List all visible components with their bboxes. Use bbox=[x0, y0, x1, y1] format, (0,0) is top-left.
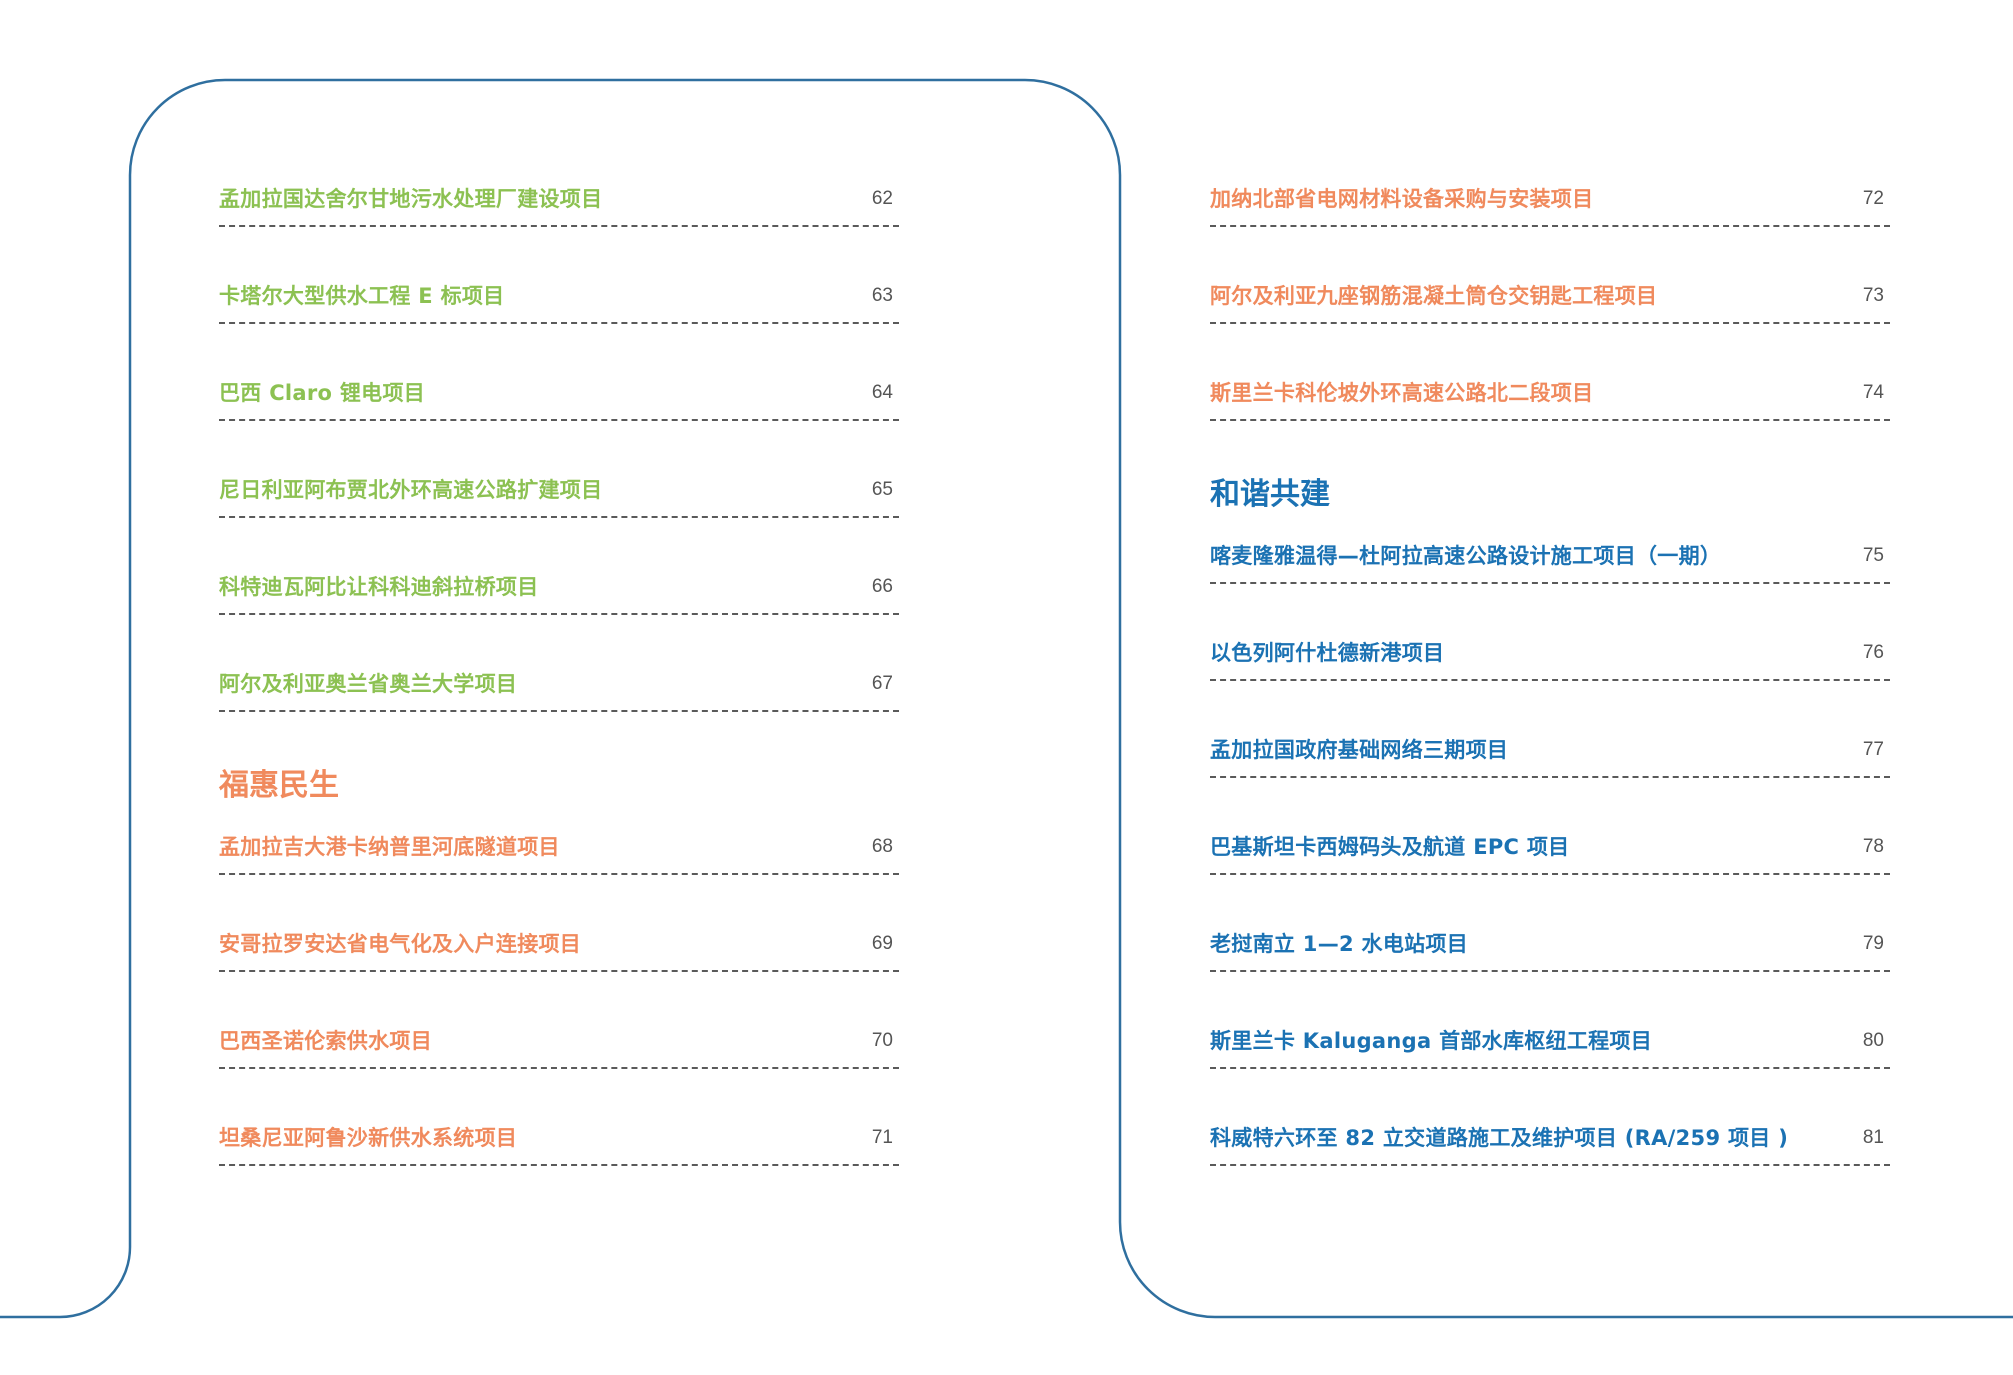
toc-entry-page: 79 bbox=[1862, 933, 1884, 954]
toc-entry-title: 加纳北部省电网材料设备采购与安装项目 bbox=[1210, 187, 1594, 211]
toc-entry-title: 孟加拉国政府基础网络三期项目 bbox=[1210, 738, 1509, 762]
toc-entry[interactable]: 巴基斯坦卡西姆码头及航道 EPC 项目 78 bbox=[1210, 835, 1890, 875]
toc-entry-title: 孟加拉吉大港卡纳普里河底隧道项目 bbox=[219, 835, 560, 859]
toc-entry-page: 77 bbox=[1862, 739, 1884, 760]
toc-entry-page: 73 bbox=[1862, 285, 1884, 306]
toc-entry[interactable]: 尼日利亚阿布贾北外环高速公路扩建项目 65 bbox=[219, 478, 899, 518]
toc-entry[interactable]: 老挝南立 1—2 水电站项目 79 bbox=[1210, 932, 1890, 972]
toc-entry-page: 63 bbox=[871, 285, 893, 306]
section-heading: 和谐共建 bbox=[1210, 477, 1330, 512]
toc-entry-page: 74 bbox=[1862, 382, 1884, 403]
toc-entry-title: 尼日利亚阿布贾北外环高速公路扩建项目 bbox=[219, 478, 603, 502]
toc-entry[interactable]: 科特迪瓦阿比让科科迪斜拉桥项目 66 bbox=[219, 575, 899, 615]
toc-entry[interactable]: 科威特六环至 82 立交道路施工及维护项目 (RA/259 项目 ) 81 bbox=[1210, 1126, 1890, 1166]
toc-entry-title: 巴西 Claro 锂电项目 bbox=[219, 381, 426, 405]
toc-entry[interactable]: 坦桑尼亚阿鲁沙新供水系统项目 71 bbox=[219, 1126, 899, 1166]
toc-entry-page: 75 bbox=[1862, 545, 1884, 566]
toc-entry[interactable]: 巴西圣诺伦索供水项目 70 bbox=[219, 1029, 899, 1069]
toc-entry-page: 80 bbox=[1862, 1030, 1884, 1051]
toc-entry-page: 71 bbox=[871, 1127, 893, 1148]
toc-entry-title: 喀麦隆雅温得—杜阿拉高速公路设计施工项目（一期） bbox=[1210, 544, 1722, 568]
toc-entry[interactable]: 阿尔及利亚九座钢筋混凝土筒仓交钥匙工程项目 73 bbox=[1210, 284, 1890, 324]
toc-entry[interactable]: 孟加拉国达舍尔甘地污水处理厂建设项目 62 bbox=[219, 187, 899, 227]
toc-entry-page: 62 bbox=[871, 188, 893, 209]
toc-entry[interactable]: 以色列阿什杜德新港项目 76 bbox=[1210, 641, 1890, 681]
toc-entry-page: 70 bbox=[871, 1030, 893, 1051]
toc-entry-title: 科威特六环至 82 立交道路施工及维护项目 (RA/259 项目 ) bbox=[1210, 1126, 1789, 1150]
toc-entry-title: 科特迪瓦阿比让科科迪斜拉桥项目 bbox=[219, 575, 539, 599]
toc-entry-title: 以色列阿什杜德新港项目 bbox=[1210, 641, 1445, 665]
toc-entry-title: 孟加拉国达舍尔甘地污水处理厂建设项目 bbox=[219, 187, 603, 211]
toc-entry-title: 斯里兰卡科伦坡外环高速公路北二段项目 bbox=[1210, 381, 1594, 405]
toc-entry-title: 斯里兰卡 Kaluganga 首部水库枢纽工程项目 bbox=[1210, 1029, 1653, 1053]
toc-entry-page: 78 bbox=[1862, 836, 1884, 857]
toc-entry-title: 巴西圣诺伦索供水项目 bbox=[219, 1029, 432, 1053]
toc-entry[interactable]: 斯里兰卡科伦坡外环高速公路北二段项目 74 bbox=[1210, 381, 1890, 421]
toc-entry[interactable]: 安哥拉罗安达省电气化及入户连接项目 69 bbox=[219, 932, 899, 972]
toc-entry[interactable]: 巴西 Claro 锂电项目 64 bbox=[219, 381, 899, 421]
toc-entry-page: 67 bbox=[871, 673, 893, 694]
toc-entry-title: 安哥拉罗安达省电气化及入户连接项目 bbox=[219, 932, 582, 956]
toc-entry[interactable]: 孟加拉吉大港卡纳普里河底隧道项目 68 bbox=[219, 835, 899, 875]
toc-entry[interactable]: 加纳北部省电网材料设备采购与安装项目 72 bbox=[1210, 187, 1890, 227]
toc-entry-title: 坦桑尼亚阿鲁沙新供水系统项目 bbox=[219, 1126, 518, 1150]
toc-entry-page: 81 bbox=[1862, 1127, 1884, 1148]
toc-entry-page: 68 bbox=[871, 836, 893, 857]
toc-entry-page: 76 bbox=[1862, 642, 1884, 663]
toc-entry-page: 69 bbox=[871, 933, 893, 954]
toc-entry-title: 巴基斯坦卡西姆码头及航道 EPC 项目 bbox=[1210, 835, 1570, 859]
section-heading: 福惠民生 bbox=[219, 768, 339, 803]
toc-entry-page: 66 bbox=[871, 576, 893, 597]
toc-entry-title: 阿尔及利亚奥兰省奥兰大学项目 bbox=[219, 672, 518, 696]
toc-entry-page: 64 bbox=[871, 382, 893, 403]
toc-entry-page: 65 bbox=[871, 479, 893, 500]
toc-entry[interactable]: 阿尔及利亚奥兰省奥兰大学项目 67 bbox=[219, 672, 899, 712]
toc-entry[interactable]: 喀麦隆雅温得—杜阿拉高速公路设计施工项目（一期） 75 bbox=[1210, 544, 1890, 584]
toc-entry-page: 72 bbox=[1862, 188, 1884, 209]
toc-entry-title: 阿尔及利亚九座钢筋混凝土筒仓交钥匙工程项目 bbox=[1210, 284, 1658, 308]
toc-entry[interactable]: 孟加拉国政府基础网络三期项目 77 bbox=[1210, 738, 1890, 778]
toc-entry-title: 卡塔尔大型供水工程 E 标项目 bbox=[219, 284, 505, 308]
toc-entry[interactable]: 卡塔尔大型供水工程 E 标项目 63 bbox=[219, 284, 899, 324]
toc-entry[interactable]: 斯里兰卡 Kaluganga 首部水库枢纽工程项目 80 bbox=[1210, 1029, 1890, 1069]
toc-entry-title: 老挝南立 1—2 水电站项目 bbox=[1210, 932, 1469, 956]
